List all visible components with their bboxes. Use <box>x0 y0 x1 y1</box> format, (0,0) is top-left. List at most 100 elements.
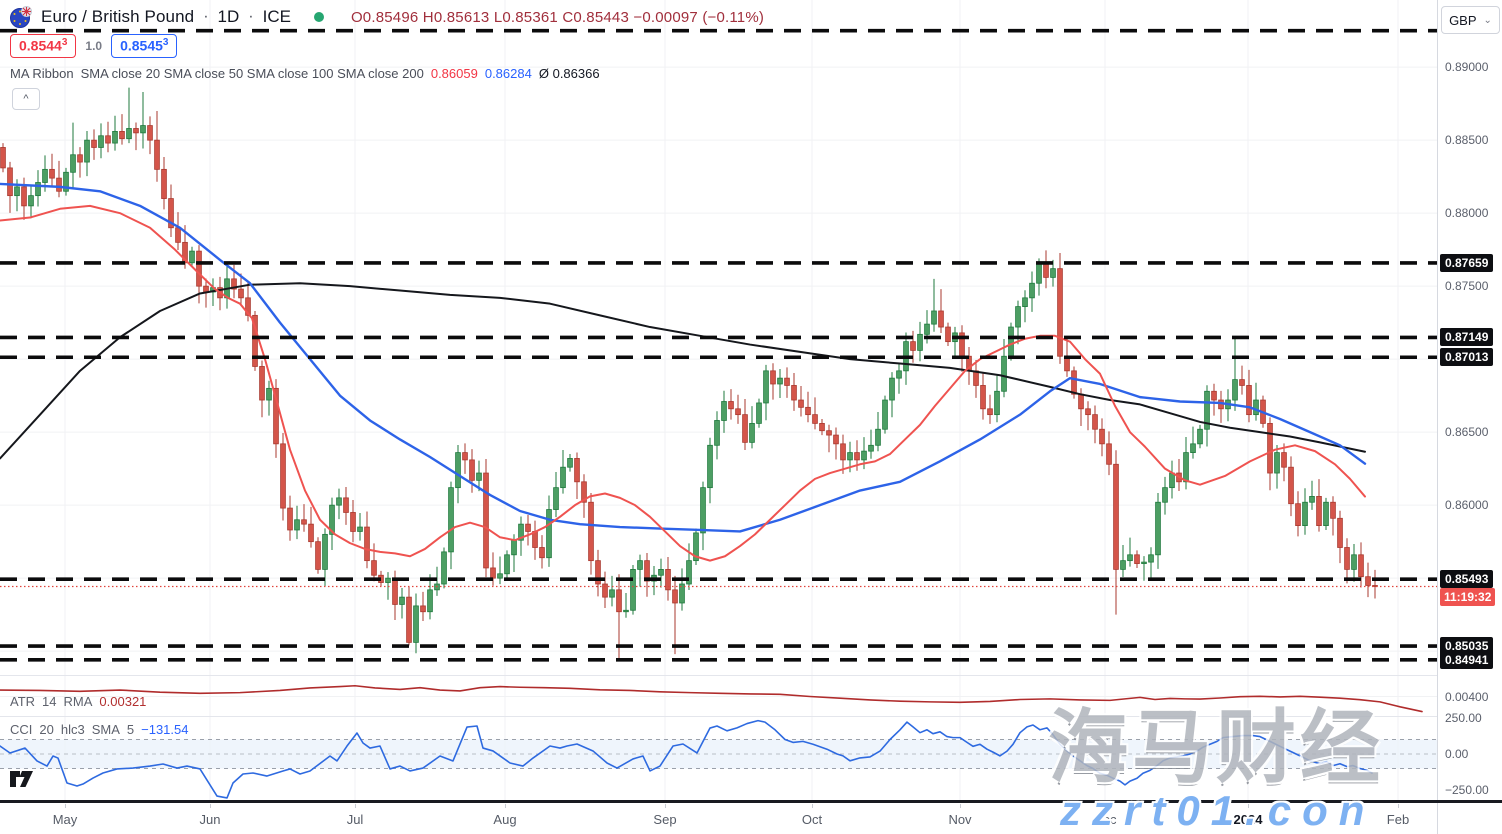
time-tick <box>65 804 66 808</box>
chart-canvas[interactable] <box>0 0 1437 802</box>
candle <box>1029 282 1035 299</box>
cci-pane-legend[interactable]: CCI 20 hlc3 SMA 5 −131.54 <box>10 722 188 737</box>
time-tick <box>1248 804 1249 808</box>
pane-separator-cci[interactable] <box>0 716 1502 717</box>
time-axis-label: Dec <box>1093 812 1117 827</box>
time-axis[interactable]: May Jun Jul Aug Sep Oct Nov Dec 2024 Feb <box>0 804 1437 834</box>
eurgbp-pair-icon <box>10 6 32 28</box>
candle <box>777 377 783 385</box>
candle <box>56 177 62 192</box>
collapse-legend-button[interactable]: ^ <box>12 88 40 110</box>
candle <box>7 167 13 197</box>
candle <box>602 583 608 598</box>
price-axis[interactable]: 0.89000 0.88500 0.88000 0.87500 0.86500 0.860… <box>1437 0 1502 834</box>
candle <box>819 422 825 432</box>
candle <box>1050 268 1056 278</box>
candle <box>1155 501 1161 556</box>
time-tick <box>505 804 506 808</box>
candle <box>504 554 510 575</box>
currency-unit-button[interactable]: GBP ⌄ <box>1441 6 1500 34</box>
candle <box>847 452 853 461</box>
cci-line <box>0 719 1373 799</box>
candle <box>525 523 531 532</box>
pane-separator-atr[interactable] <box>0 675 1502 676</box>
market-status-icon[interactable] <box>313 12 324 22</box>
candle <box>637 560 643 570</box>
candle <box>322 533 328 570</box>
candle <box>511 539 517 556</box>
buy-button[interactable]: 0.85453 <box>111 34 178 58</box>
time-axis-label: Feb <box>1386 812 1410 827</box>
atr-param: 14 <box>42 694 57 709</box>
candle <box>805 406 811 416</box>
sma20-value: 0.86059 <box>430 66 478 81</box>
title-separator: · <box>203 8 209 25</box>
atr-pane-legend[interactable]: ATR 14 RMA 0.00321 <box>10 694 146 709</box>
time-axis-label: Jul <box>346 812 364 827</box>
cci-param: hlc3 <box>60 722 85 737</box>
atr-param: RMA <box>63 694 93 709</box>
candle <box>1036 262 1042 284</box>
candle <box>490 567 496 579</box>
candle <box>882 399 888 430</box>
atr-line <box>0 684 1423 713</box>
candle <box>1351 554 1357 570</box>
candle <box>714 420 720 446</box>
candle <box>1148 554 1154 563</box>
candle <box>994 390 1000 416</box>
interval-button[interactable]: 1D <box>217 7 240 26</box>
tradingview-logo[interactable] <box>9 768 35 795</box>
cci-param: 5 <box>126 722 135 737</box>
candle <box>581 481 587 503</box>
chart-legend-header: Euro / British Pound · 1D · ICE O0.85496… <box>10 6 764 28</box>
candle <box>84 139 90 163</box>
spread-value: 1.0 <box>85 38 103 53</box>
candle <box>910 341 916 351</box>
symbol-title[interactable]: Euro / British Pound <box>41 7 195 26</box>
time-tick <box>812 804 813 808</box>
candle <box>133 128 139 134</box>
candle <box>924 323 930 335</box>
candle <box>266 387 272 401</box>
candle <box>560 466 566 489</box>
exchange-label: ICE <box>262 7 291 26</box>
candle <box>987 408 993 416</box>
bid-ask-row: 0.85443 1.0 0.85453 <box>10 34 178 58</box>
candle <box>308 523 314 543</box>
candle <box>1113 463 1119 570</box>
sell-button[interactable]: 0.85443 <box>10 34 77 58</box>
candle <box>588 501 594 562</box>
candle <box>168 198 174 229</box>
candle <box>357 526 363 532</box>
price-level-badge: 0.87659 <box>1440 253 1494 272</box>
sma100-value: 0.86284 <box>484 66 532 81</box>
candle <box>455 452 461 489</box>
candle <box>644 560 650 582</box>
candle <box>1015 306 1021 328</box>
candle <box>343 497 349 513</box>
candle <box>196 250 202 287</box>
candle <box>1267 422 1273 474</box>
candle <box>707 444 713 489</box>
candle <box>371 560 377 576</box>
price-level-badge: 0.85035 <box>1440 637 1494 656</box>
candle <box>595 560 601 585</box>
candle <box>98 135 104 148</box>
candle <box>189 250 195 264</box>
candle <box>350 512 356 532</box>
ma-ribbon-legend[interactable]: MA Ribbon SMA close 20 SMA close 50 SMA … <box>10 66 600 81</box>
candle <box>161 168 167 199</box>
ohlc-values: O0.85496 H0.85613 L0.85361 C0.85443 −0.0… <box>350 8 765 26</box>
candle <box>392 577 398 605</box>
time-tick <box>210 804 211 808</box>
candle <box>1057 268 1063 357</box>
candle <box>1309 495 1315 503</box>
title-separator: · <box>248 8 254 25</box>
candle <box>917 333 923 351</box>
cci-band <box>0 739 1437 769</box>
candle <box>1246 385 1252 416</box>
candle <box>623 609 629 613</box>
candle <box>1323 501 1329 526</box>
candle <box>679 583 685 604</box>
